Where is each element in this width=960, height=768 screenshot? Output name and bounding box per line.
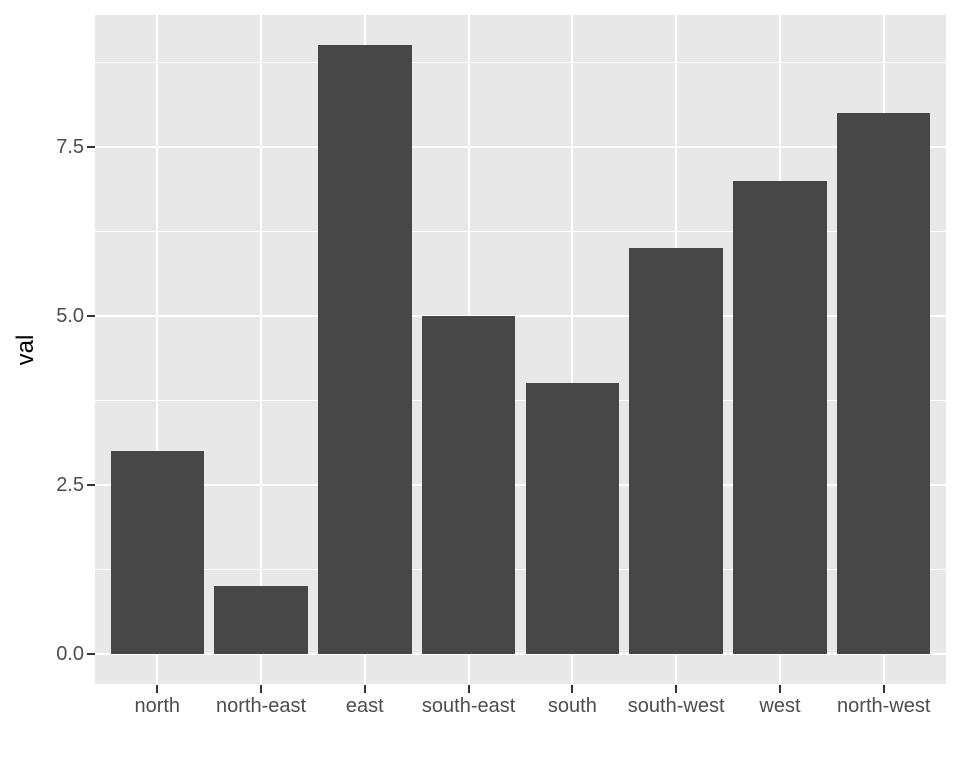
- x-axis-tick-mark: [571, 685, 574, 693]
- bar-east: [318, 45, 412, 654]
- x-axis-tick-label: east: [345, 695, 384, 717]
- y-axis-tick-mark: [87, 145, 95, 148]
- gridline-vertical: [156, 15, 159, 684]
- x-axis-tick-label: south-east: [421, 695, 516, 717]
- gridline-major: [95, 314, 946, 317]
- y-axis-tick-label: 5.0: [56, 304, 84, 327]
- x-axis-tick-label: north-east: [216, 695, 307, 717]
- bar-north-east: [214, 586, 308, 654]
- x-axis-tick-mark: [156, 685, 159, 693]
- bar-south-west: [629, 248, 723, 654]
- gridline-major: [95, 483, 946, 486]
- x-axis-tick-label: north: [134, 695, 181, 717]
- gridline-minor: [95, 569, 946, 571]
- gridline-minor: [95, 231, 946, 233]
- x-axis-tick-label: south-west: [627, 695, 725, 717]
- x-axis-tick-label: west: [759, 695, 801, 717]
- x-axis-tick-mark: [467, 685, 470, 693]
- y-axis-tick-label: 2.5: [56, 473, 84, 496]
- gridline-minor: [95, 62, 946, 64]
- y-axis-tick-label: 0.0: [56, 642, 84, 665]
- x-axis-tick-mark: [882, 685, 885, 693]
- x-axis-tick-mark: [363, 685, 366, 693]
- x-axis-tick-mark: [778, 685, 781, 693]
- x-axis-tick-mark: [260, 685, 263, 693]
- gridline-vertical: [260, 15, 263, 684]
- bar-north-west: [837, 112, 931, 654]
- y-axis-tick-mark: [87, 483, 95, 486]
- gridline-major: [95, 652, 946, 655]
- bar-north: [110, 450, 204, 654]
- bar-south-east: [421, 315, 516, 654]
- x-axis-tick-mark: [675, 685, 678, 693]
- y-axis-tick-mark: [87, 652, 95, 655]
- y-axis-title-text: val: [12, 334, 39, 366]
- x-axis-tick-label: south: [547, 695, 597, 717]
- plot-panel: [95, 15, 946, 684]
- bar-west: [733, 180, 827, 654]
- bar-south: [525, 383, 620, 654]
- y-axis-tick-label: 7.5: [56, 135, 84, 158]
- gridline-minor: [95, 400, 946, 402]
- y-axis-tick-mark: [87, 314, 95, 317]
- gridline-vertical: [571, 15, 574, 684]
- gridline-major: [95, 145, 946, 148]
- x-axis-tick-label: north-west: [837, 695, 931, 717]
